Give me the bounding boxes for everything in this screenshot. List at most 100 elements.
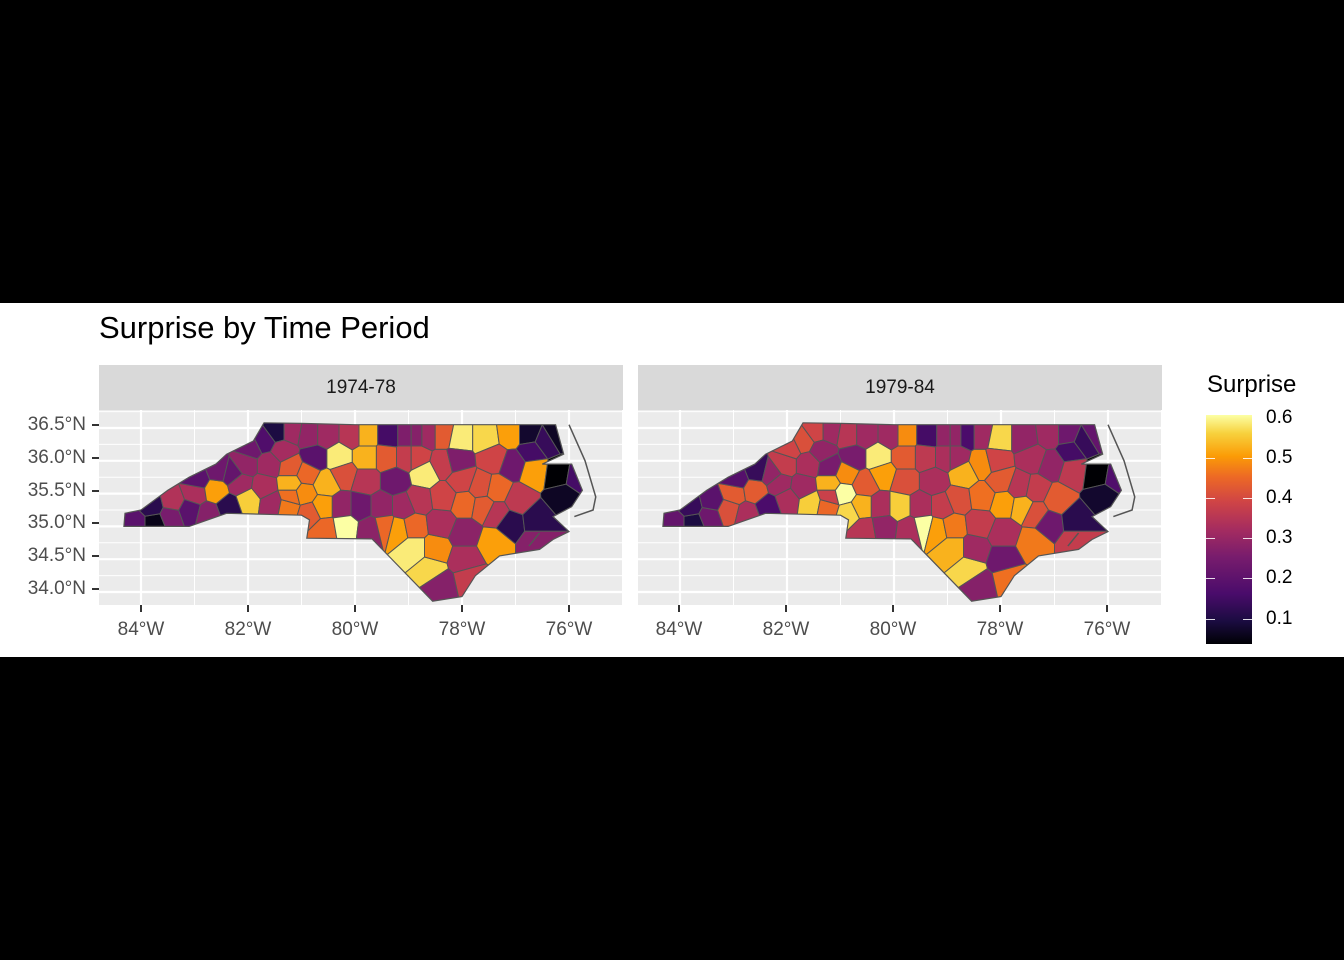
county [123, 460, 146, 602]
county [123, 422, 211, 489]
legend-tick [1243, 498, 1252, 499]
y-tick [92, 522, 99, 524]
figure-title: Surprise by Time Period [99, 310, 430, 345]
legend-label-0.4: 0.4 [1266, 487, 1293, 508]
legend-tick [1206, 538, 1215, 539]
county [897, 422, 918, 447]
state-outline [123, 422, 584, 602]
county [942, 512, 968, 539]
y-label-35.0: 35.0°N [27, 512, 86, 533]
barrier-island [528, 532, 541, 547]
county [1078, 483, 1122, 569]
county [377, 422, 399, 448]
county [662, 422, 750, 489]
legend-tick [1206, 619, 1215, 620]
county [890, 445, 916, 470]
county [916, 422, 938, 448]
x-tick [568, 605, 570, 612]
y-tick [92, 457, 99, 459]
county [448, 422, 474, 452]
legend-tick [1206, 498, 1215, 499]
barrier-island [1067, 532, 1080, 547]
county [987, 422, 1013, 452]
x-tick [999, 605, 1001, 612]
y-tick [92, 555, 99, 557]
x-label-76w: 76°W [545, 619, 593, 640]
legend-label-0.5: 0.5 [1266, 447, 1293, 468]
x-label-78w: 78°W [976, 619, 1024, 640]
county [191, 422, 263, 460]
county [297, 422, 319, 450]
x-tick [678, 605, 680, 612]
x-tick [785, 605, 787, 612]
county [662, 460, 685, 602]
facet-strip-1974-78: 1974-78 [99, 365, 623, 410]
y-tick [92, 588, 99, 590]
y-label-36.5: 36.5°N [27, 414, 86, 435]
county [870, 489, 891, 519]
y-label-35.5: 35.5°N [27, 480, 86, 501]
county [949, 422, 962, 447]
county [856, 422, 879, 450]
x-label-80w: 80°W [869, 619, 917, 640]
county [421, 422, 436, 452]
county [410, 422, 423, 447]
county [190, 500, 256, 602]
y-label-34.0: 34.0°N [27, 578, 86, 599]
county [729, 500, 795, 602]
legend-label-0.3: 0.3 [1266, 527, 1293, 548]
x-tick [354, 605, 356, 612]
outer-banks [568, 424, 597, 518]
legend-label-0.1: 0.1 [1266, 608, 1293, 629]
y-label-34.5: 34.5°N [27, 545, 86, 566]
y-tick [92, 424, 99, 426]
x-tick [892, 605, 894, 612]
legend-tick [1243, 458, 1252, 459]
county [331, 489, 352, 519]
color-legend: Surprise 0.6 0.5 0.4 0.3 0.2 0.1 [1190, 363, 1328, 657]
county [1104, 422, 1122, 531]
county [452, 563, 534, 602]
facet-strip-1979-84: 1979-84 [638, 365, 1162, 410]
y-label-36.0: 36.0°N [27, 447, 86, 468]
legend-tick [1206, 578, 1215, 579]
county [539, 483, 583, 569]
x-tick [1106, 605, 1108, 612]
county [370, 488, 393, 519]
map-panel-1974-78 [99, 410, 623, 605]
legend-tick [1243, 538, 1252, 539]
county [836, 422, 858, 450]
county [936, 422, 951, 447]
x-tick [140, 605, 142, 612]
legend-label-0.2: 0.2 [1266, 567, 1293, 588]
x-label-76w: 76°W [1083, 619, 1131, 640]
county [909, 488, 932, 519]
x-label-78w: 78°W [438, 619, 486, 640]
county [317, 422, 340, 450]
x-label-84w: 84°W [117, 619, 165, 640]
y-tick [92, 490, 99, 492]
state-outline [662, 422, 1123, 602]
county [960, 422, 975, 452]
legend-colorbar [1206, 415, 1252, 644]
outer-banks [1107, 424, 1136, 518]
x-label-82w: 82°W [762, 619, 810, 640]
figure-canvas: Surprise by Time Period 1974-78 1979-84 … [0, 303, 1344, 657]
county [351, 445, 377, 470]
county [358, 422, 379, 447]
legend-tick [1206, 458, 1215, 459]
county [397, 422, 412, 447]
x-tick [461, 605, 463, 612]
x-label-82w: 82°W [224, 619, 272, 640]
map-panel-1979-84 [638, 410, 1162, 605]
legend-tick [1243, 578, 1252, 579]
x-label-84w: 84°W [655, 619, 703, 640]
county [403, 512, 429, 539]
x-tick [247, 605, 249, 612]
legend-label-0.6: 0.6 [1266, 407, 1293, 428]
county [991, 563, 1073, 602]
county [730, 422, 802, 460]
x-label-80w: 80°W [331, 619, 379, 640]
legend-tick [1243, 619, 1252, 620]
county [565, 422, 583, 531]
